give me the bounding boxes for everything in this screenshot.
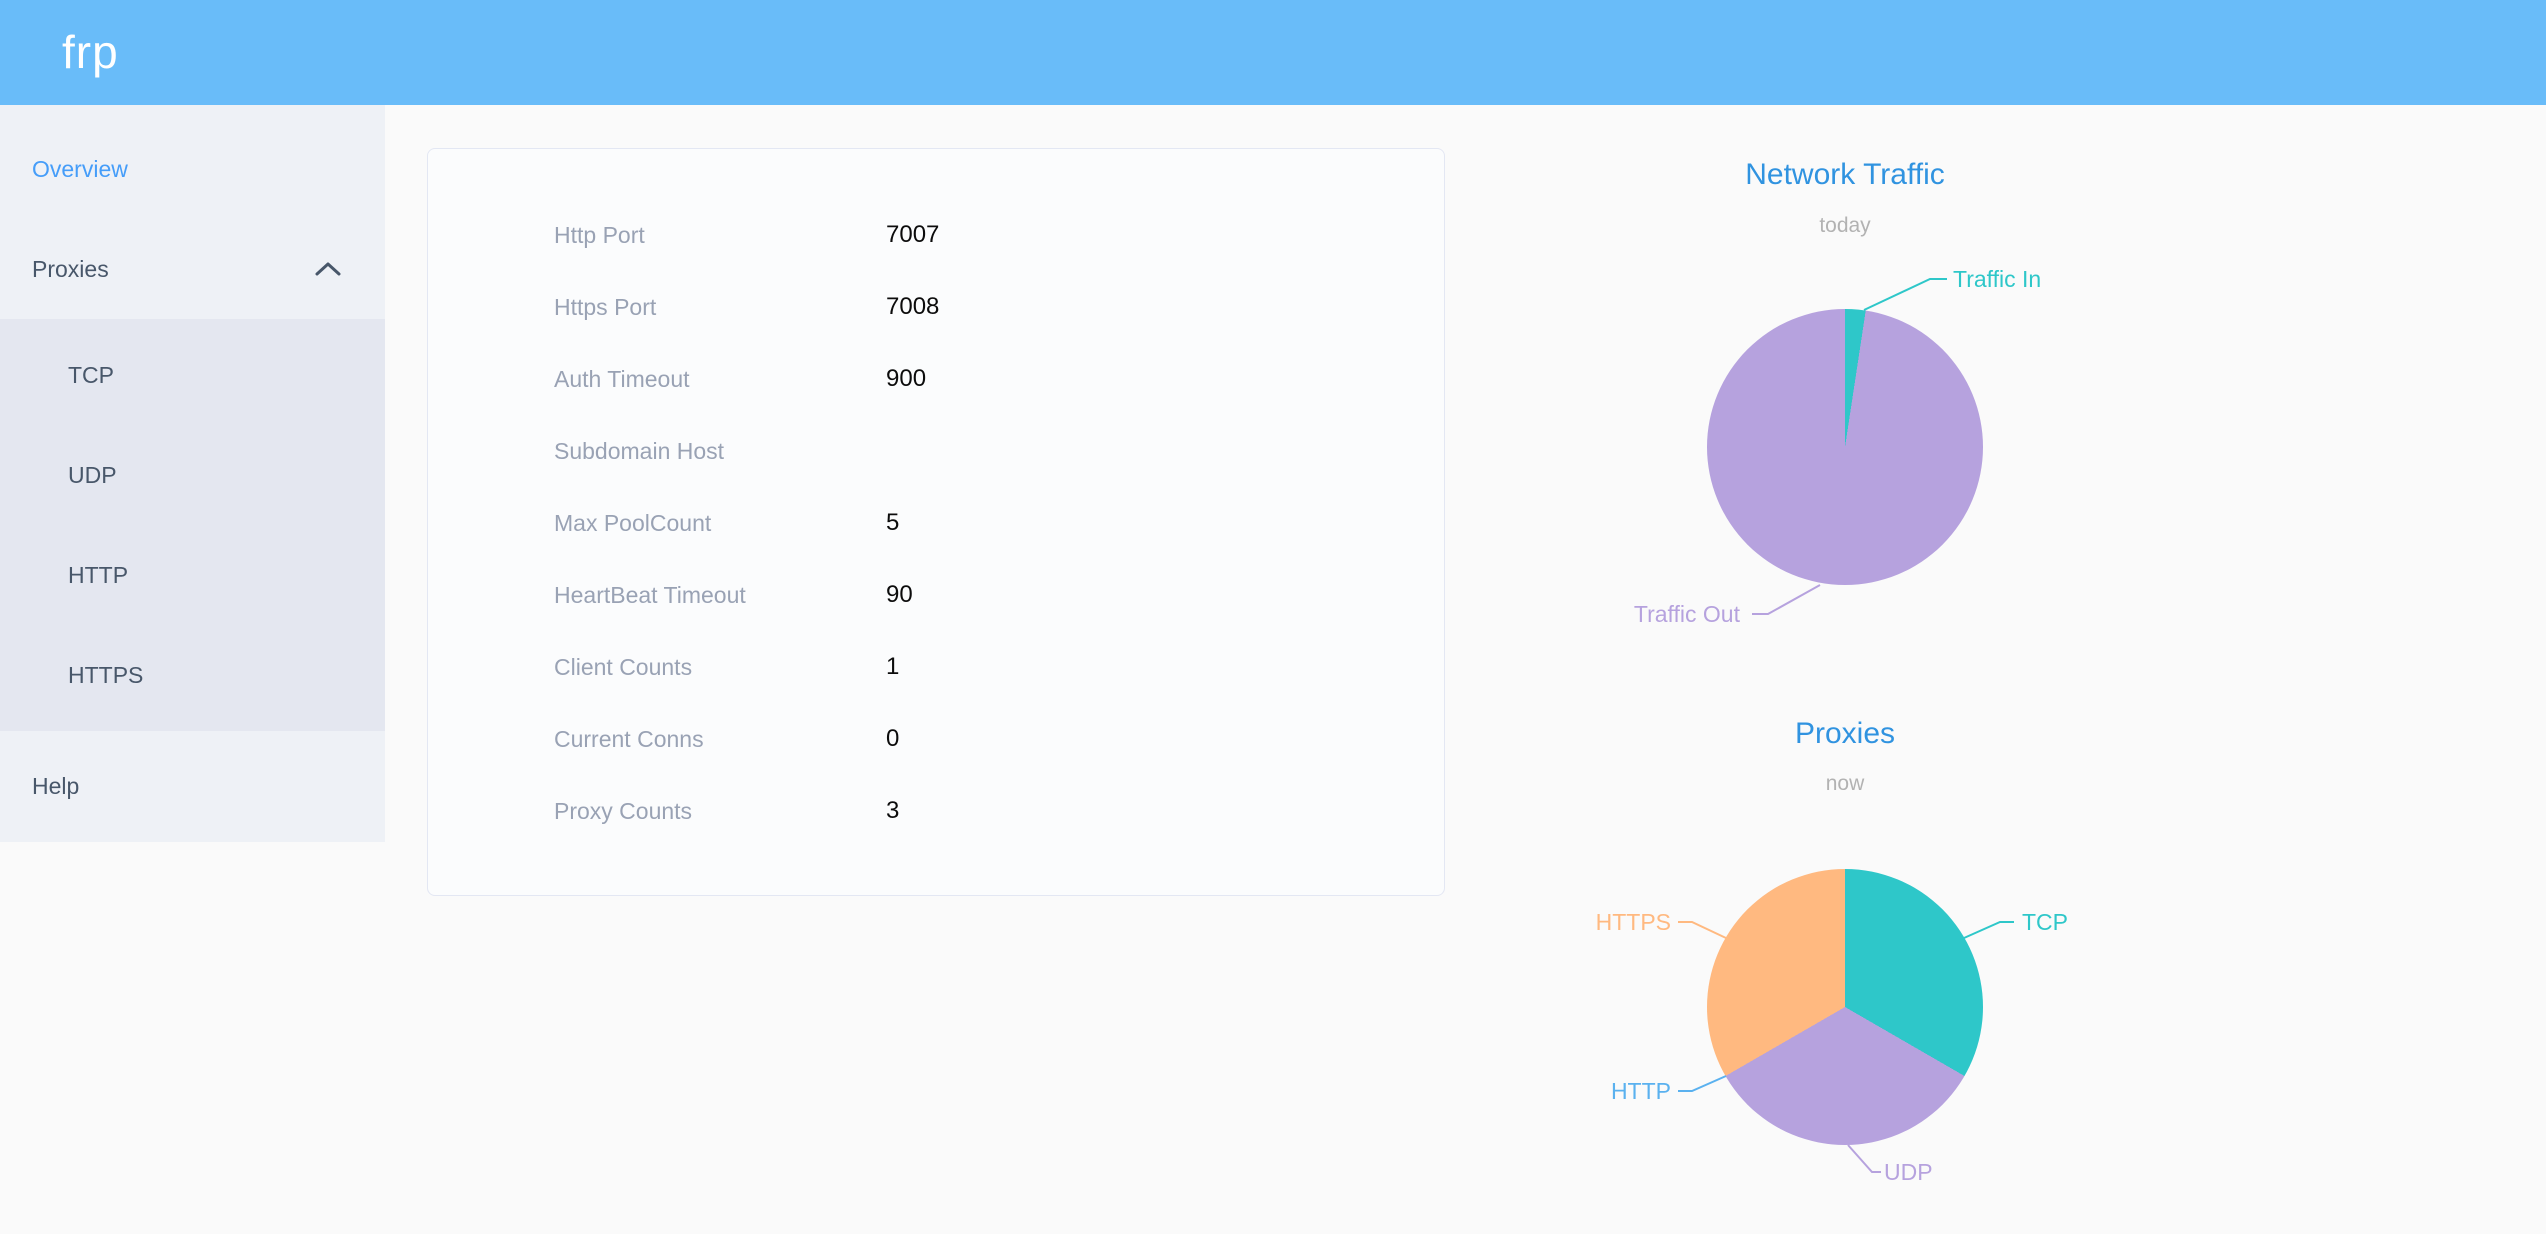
config-row: Http Port 7007 xyxy=(428,199,1444,271)
sidebar-item-tcp-label: TCP xyxy=(68,362,114,388)
config-label: Client Counts xyxy=(554,653,693,680)
http-slice-label: HTTP xyxy=(1610,1078,1671,1104)
chevron-up-icon xyxy=(315,262,341,276)
sidebar-item-help[interactable]: Help xyxy=(0,731,385,841)
config-row: Https Port 7008 xyxy=(428,271,1444,343)
tcp-leader-line xyxy=(1963,921,2014,939)
traffic-out-leader-line xyxy=(1752,584,1821,615)
https-slice-label: HTTPS xyxy=(1595,909,1671,935)
config-label: Http Port xyxy=(554,221,645,248)
config-label: Proxy Counts xyxy=(554,797,693,824)
config-value: 5 xyxy=(886,509,900,536)
server-config-card: Http Port 7007 Https Port 7008 Auth Time… xyxy=(427,148,1445,896)
config-label: Current Conns xyxy=(554,725,704,752)
sidebar-item-udp[interactable]: UDP xyxy=(0,425,385,525)
network-traffic-chart-title: Network Traffic xyxy=(1745,158,1945,191)
config-label: Max PoolCount xyxy=(554,509,712,536)
traffic-out-label: Traffic Out xyxy=(1633,601,1740,627)
proxies-chart-title: Proxies xyxy=(1794,717,1896,750)
tcp-slice-label: TCP xyxy=(2022,909,2068,935)
config-value: 7008 xyxy=(886,293,940,320)
sidebar-item-tcp[interactable]: TCP xyxy=(0,325,385,425)
network-traffic-chart-subtitle: today xyxy=(1819,214,1871,237)
sidebar-item-overview[interactable]: Overview xyxy=(0,119,385,219)
config-value: 0 xyxy=(886,725,900,752)
sidebar-item-proxies[interactable]: Proxies xyxy=(0,219,385,319)
sidebar-item-proxies-label: Proxies xyxy=(32,256,109,282)
http-leader-line xyxy=(1678,1075,1727,1092)
udp-leader-line xyxy=(1847,1144,1881,1173)
app-header: frp xyxy=(0,0,2546,105)
sidebar-item-https[interactable]: HTTPS xyxy=(0,625,385,725)
sidebar-proxies-submenu: TCP UDP HTTP HTTPS xyxy=(0,319,385,731)
config-row: Current Conns 0 xyxy=(428,703,1444,775)
proxies-pie[interactable] xyxy=(1707,869,1983,1145)
config-value: 900 xyxy=(886,365,927,392)
sidebar-item-overview-label: Overview xyxy=(32,156,128,182)
config-value: 3 xyxy=(886,797,900,824)
config-value: 90 xyxy=(886,581,913,608)
sidebar-item-udp-label: UDP xyxy=(68,462,117,488)
sidebar-item-https-label: HTTPS xyxy=(68,662,144,688)
config-row: Proxy Counts 3 xyxy=(428,775,1444,847)
network-traffic-pie[interactable] xyxy=(1707,309,1983,585)
udp-slice-label: UDP xyxy=(1884,1159,1933,1185)
config-label: Https Port xyxy=(554,293,657,320)
https-leader-line xyxy=(1678,921,1727,939)
config-row: Client Counts 1 xyxy=(428,631,1444,703)
sidebar-item-http[interactable]: HTTP xyxy=(0,525,385,625)
traffic-in-leader-line xyxy=(1863,278,1947,311)
config-value: 1 xyxy=(886,653,900,680)
config-label: Subdomain Host xyxy=(554,437,725,464)
config-row: HeartBeat Timeout 90 xyxy=(428,559,1444,631)
traffic-in-label: Traffic In xyxy=(1953,266,2042,292)
config-value: 7007 xyxy=(886,221,940,248)
config-row: Subdomain Host xyxy=(428,415,1444,487)
proxies-chart-subtitle: now xyxy=(1825,772,1865,795)
sidebar-item-http-label: HTTP xyxy=(68,562,129,588)
app-logo: frp xyxy=(62,26,119,78)
config-row: Auth Timeout 900 xyxy=(428,343,1444,415)
sidebar-item-help-label: Help xyxy=(32,773,80,799)
config-label: HeartBeat Timeout xyxy=(554,581,746,608)
sidebar: Overview Proxies TCP UDP HTTP HTTPS Help xyxy=(0,105,385,842)
config-row: Max PoolCount 5 xyxy=(428,487,1444,559)
config-label: Auth Timeout xyxy=(554,365,690,392)
